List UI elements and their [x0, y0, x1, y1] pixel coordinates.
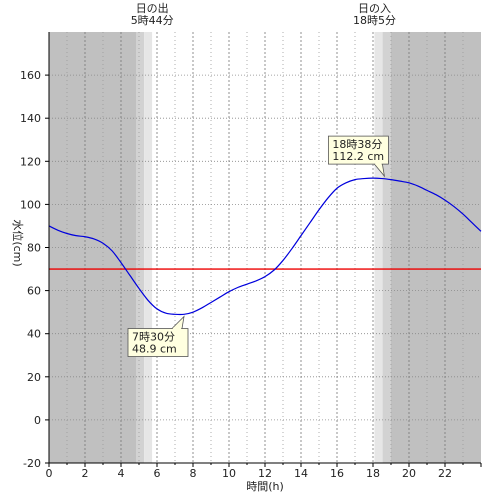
- x-tick-label: 6: [154, 467, 161, 480]
- sun-event-time: 18時5分: [353, 14, 396, 27]
- x-tick-label: 16: [330, 467, 344, 480]
- x-tick-label: 12: [258, 467, 272, 480]
- series-group: [48, 177, 482, 316]
- y-tick-label: 100: [20, 198, 41, 211]
- sun-event-name: 日の入: [358, 2, 391, 15]
- y-axis-label: 水位(cm): [11, 219, 25, 266]
- x-tick-label: 8: [190, 467, 197, 480]
- x-tick-label: 2: [82, 467, 89, 480]
- sun-event-time: 5時44分: [131, 14, 174, 27]
- callout-box: [327, 135, 389, 165]
- callout-value: 112.2 cm: [332, 150, 384, 163]
- twilight-band-evening-2: [382, 32, 391, 463]
- x-tick-label: 0: [46, 467, 53, 480]
- callout-value: 48.9 cm: [132, 343, 177, 356]
- night-band-morning: [49, 32, 136, 463]
- x-tick-label: 18: [366, 467, 380, 480]
- twilight-band-evening-1: [374, 32, 383, 463]
- x-axis-label: 時間(h): [246, 480, 284, 493]
- y-tick-label: 40: [27, 328, 41, 341]
- y-tick-label: 120: [20, 155, 41, 168]
- twilight-band-morning-1: [135, 32, 145, 463]
- x-tick-label: 4: [118, 467, 125, 480]
- y-tick-label: 140: [20, 112, 41, 125]
- y-tick-label: 160: [20, 69, 41, 82]
- x-tick-label: 14: [294, 467, 308, 480]
- day-band: [152, 32, 375, 463]
- tick-labels: 0 2 4 6 8 10 12 14 16 18 20 22 -20 0 20 40 60 80 100 120 140…: [20, 69, 452, 480]
- y-tick-label: 80: [27, 242, 41, 255]
- x-tick-label: 10: [222, 467, 236, 480]
- tide-level-line: [48, 177, 482, 316]
- callout-time: 18時38分: [332, 138, 382, 151]
- y-tick-label: -20: [23, 457, 41, 470]
- x-tick-label: 20: [402, 467, 416, 480]
- y-tick-label: 0: [34, 414, 41, 427]
- grid: [49, 32, 481, 463]
- callout-box: [127, 328, 189, 357]
- axes: [45, 32, 482, 467]
- night-band-evening: [390, 32, 481, 463]
- y-tick-label: 20: [27, 371, 41, 384]
- callout-time: 7時30分: [132, 331, 175, 344]
- x-tick-label: 22: [438, 467, 452, 480]
- sun-event-name: 日の出: [136, 1, 169, 15]
- y-tick-label: 60: [27, 285, 41, 298]
